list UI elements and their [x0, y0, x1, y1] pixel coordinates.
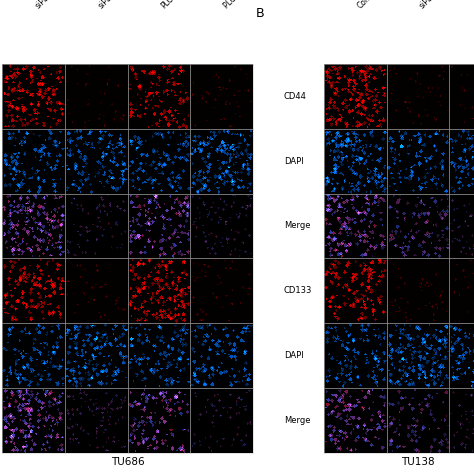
Text: PLOD2-NC: PLOD2-NC [159, 0, 193, 10]
Text: PLOD2+ siI: PLOD2+ siI [221, 0, 258, 10]
Text: TU138: TU138 [401, 456, 435, 466]
Text: DAPI: DAPI [284, 157, 303, 165]
Text: siPLOD2: siPLOD2 [96, 0, 125, 10]
Text: DAPI: DAPI [284, 351, 303, 360]
Text: Control: Control [356, 0, 382, 10]
Text: B: B [256, 7, 264, 20]
Text: siPLOD2-NC: siPLOD2-NC [34, 0, 72, 10]
Text: Merge: Merge [284, 416, 310, 425]
Text: CD133: CD133 [284, 286, 312, 295]
Text: TU686: TU686 [111, 456, 145, 466]
Text: CD44: CD44 [284, 92, 307, 101]
Text: Merge: Merge [284, 221, 310, 230]
Text: siPLOD2-NC: siPLOD2-NC [418, 0, 456, 10]
